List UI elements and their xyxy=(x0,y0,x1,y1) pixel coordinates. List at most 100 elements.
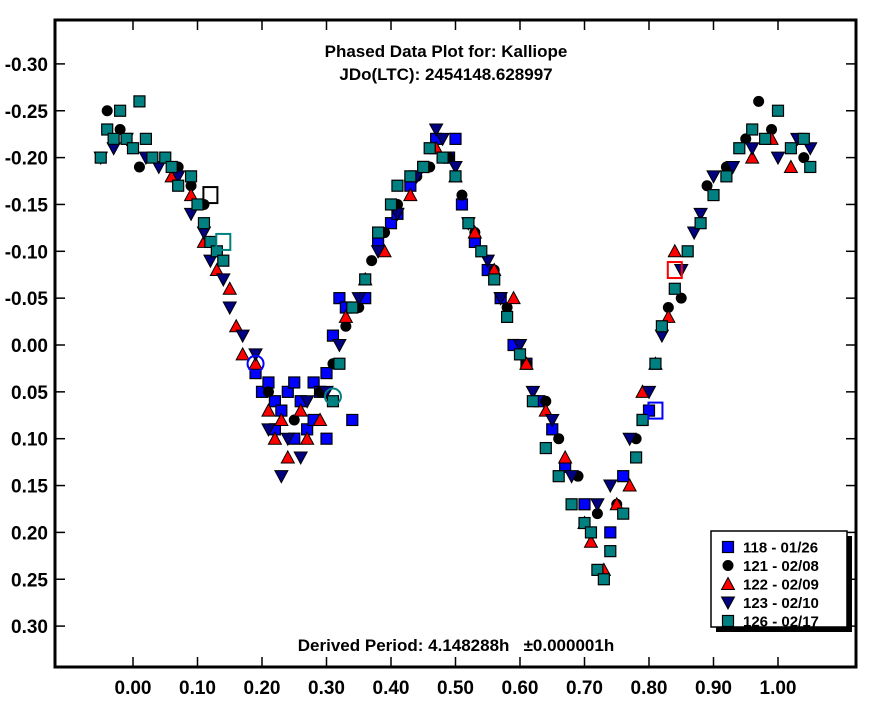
data-point xyxy=(172,179,185,192)
data-point xyxy=(326,329,340,342)
y-tick-label: 0.10 xyxy=(11,430,48,451)
data-point xyxy=(165,160,178,174)
y-tick-label: -0.25 xyxy=(5,102,49,123)
data-point xyxy=(797,132,810,145)
data-point xyxy=(222,301,238,316)
series-123 xyxy=(93,123,818,512)
data-point xyxy=(346,301,359,314)
y-tick-label: 0.25 xyxy=(11,570,48,591)
legend-label: 121 - 02/08 xyxy=(743,558,819,575)
data-point xyxy=(622,478,637,492)
data-point xyxy=(183,207,199,222)
data-point xyxy=(733,142,746,155)
data-point xyxy=(583,534,599,548)
data-point xyxy=(604,545,617,558)
data-point xyxy=(299,395,315,409)
data-point xyxy=(139,132,152,145)
data-point xyxy=(681,245,694,258)
data-point xyxy=(706,170,721,184)
legend-item: 122 - 02/09 xyxy=(720,576,819,594)
data-point xyxy=(281,385,294,398)
data-point xyxy=(184,170,198,183)
chart-subtitle: JDo(LTC): 2454148.628997 xyxy=(339,65,552,84)
data-point xyxy=(448,160,463,175)
data-point xyxy=(512,339,528,353)
data-point xyxy=(391,179,404,192)
data-point xyxy=(758,132,772,145)
x-tick-label: 0.40 xyxy=(373,678,410,699)
x-tick-label: 0.00 xyxy=(115,678,152,699)
x-tick-label: 0.80 xyxy=(631,678,668,699)
data-point xyxy=(641,385,657,400)
data-point xyxy=(493,292,508,306)
data-point xyxy=(675,292,687,304)
data-point xyxy=(280,432,296,447)
y-tick-label: -0.10 xyxy=(5,242,48,263)
data-point xyxy=(771,104,785,117)
data-point xyxy=(248,356,263,370)
legend-label: 123 - 02/10 xyxy=(743,595,819,612)
data-point xyxy=(126,142,140,155)
legend-marker-circle-icon xyxy=(722,560,734,571)
legend-item: 126 - 02/17 xyxy=(721,614,819,631)
data-point xyxy=(686,226,702,241)
data-point xyxy=(488,273,501,286)
data-point xyxy=(293,403,309,417)
data-point xyxy=(538,403,554,417)
data-point xyxy=(668,282,681,295)
data-point xyxy=(744,142,760,156)
data-point xyxy=(602,479,618,494)
data-point xyxy=(390,207,405,222)
data-point xyxy=(770,151,786,166)
open-reference-marker xyxy=(323,387,342,406)
data-point xyxy=(590,498,605,512)
data-point xyxy=(209,262,225,277)
y-tick-label: 0.05 xyxy=(11,383,48,404)
legend-item: 121 - 02/08 xyxy=(722,558,819,575)
legend-marker-square-icon xyxy=(721,614,735,628)
data-point xyxy=(591,563,604,576)
data-point xyxy=(280,449,296,464)
x-tick-label: 0.90 xyxy=(695,678,732,699)
y-tick-label: -0.20 xyxy=(5,149,48,170)
data-point xyxy=(701,180,713,192)
data-point xyxy=(320,367,333,380)
data-point xyxy=(584,526,598,539)
data-point xyxy=(629,451,643,464)
data-point xyxy=(346,413,359,427)
data-point xyxy=(320,432,333,445)
data-point xyxy=(609,496,625,511)
data-point xyxy=(307,376,320,389)
data-point xyxy=(506,290,521,305)
data-point xyxy=(804,160,817,174)
data-point xyxy=(783,159,799,173)
x-tick-label: 0.30 xyxy=(308,678,345,699)
derived-period-annotation: Derived Period: 4.148288h ±0.000001h xyxy=(298,636,614,655)
data-point xyxy=(475,245,488,258)
data-point xyxy=(456,189,468,201)
x-tick-label: 0.60 xyxy=(502,678,539,699)
data-point xyxy=(467,225,483,239)
data-point xyxy=(753,95,765,107)
data-point xyxy=(435,132,450,147)
data-point xyxy=(519,356,534,370)
x-tick-label: 0.10 xyxy=(179,678,216,699)
data-point xyxy=(636,413,649,427)
data-point xyxy=(183,187,199,202)
data-point xyxy=(222,281,238,295)
data-point xyxy=(403,187,418,202)
x-tick-label: 0.70 xyxy=(566,678,603,699)
data-point xyxy=(288,376,301,389)
data-points xyxy=(93,95,818,586)
data-point xyxy=(513,348,527,361)
data-point xyxy=(261,403,276,417)
open-reference-marker xyxy=(666,261,683,280)
data-point xyxy=(720,170,733,183)
data-point xyxy=(235,329,250,344)
data-point xyxy=(423,142,436,155)
data-point xyxy=(655,320,669,333)
data-point xyxy=(101,105,113,117)
data-point xyxy=(359,273,372,286)
x-axis-tick-labels: 0.00 0.10 0.20 0.30 0.40 0.50 0.60 0.70 0.80 0.90… xyxy=(115,678,797,699)
